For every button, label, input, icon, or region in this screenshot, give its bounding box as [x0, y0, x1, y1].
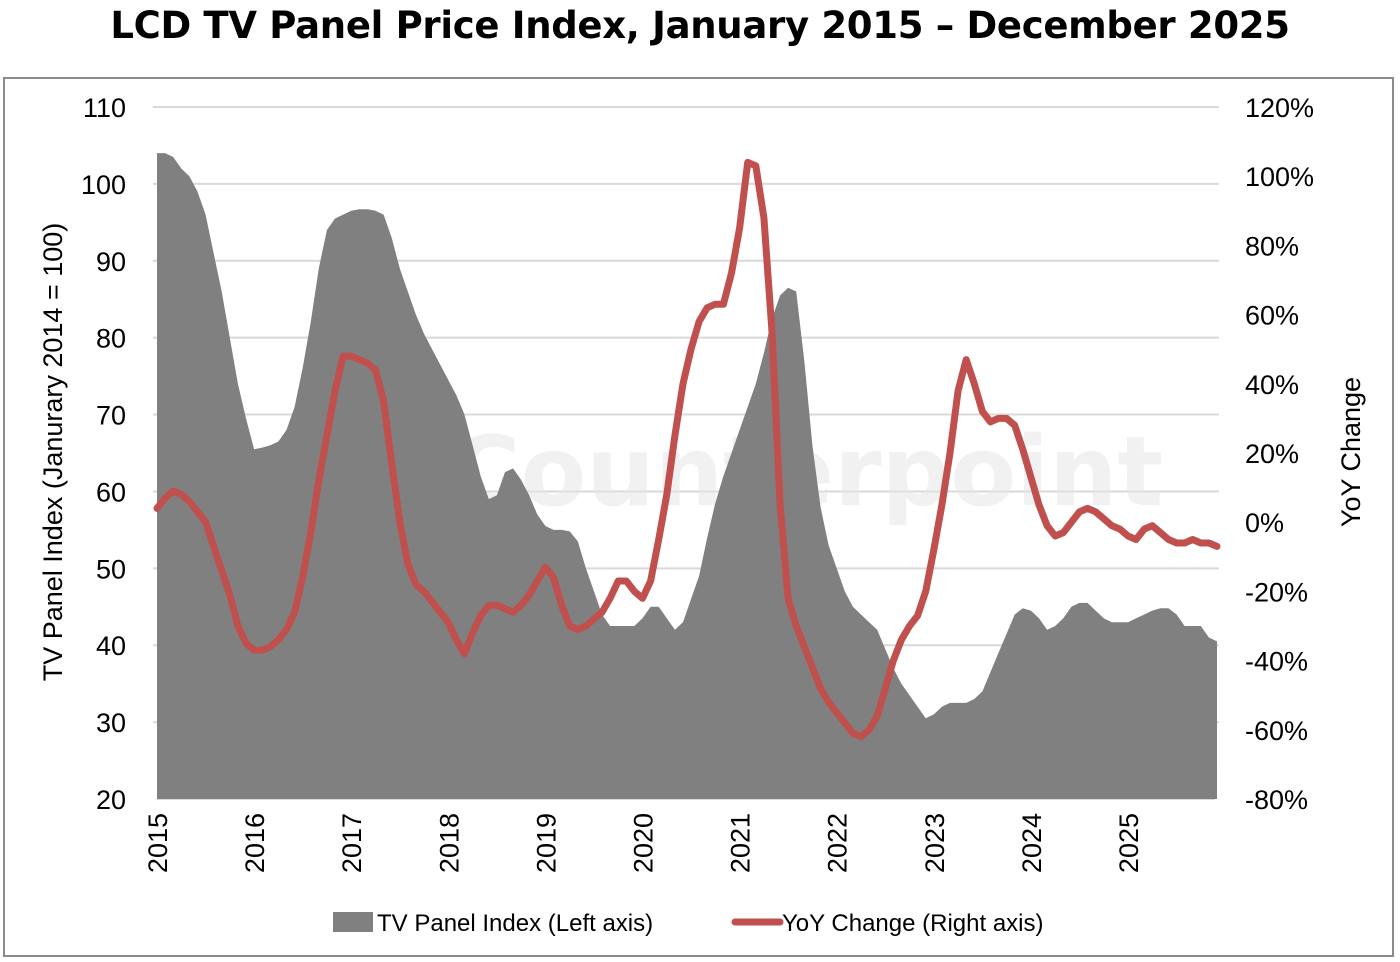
left-tick-label: 110 — [83, 93, 126, 123]
right-tick-label: 100% — [1245, 162, 1314, 192]
legend-label-yoy: YoY Change (Right axis) — [782, 910, 1044, 937]
right-tick-label: -20% — [1245, 577, 1308, 607]
x-tick-label: 2015 — [143, 813, 173, 873]
x-tick-label: 2023 — [920, 813, 950, 873]
right-tick-label: 60% — [1245, 301, 1299, 331]
right-tick-label: 40% — [1245, 370, 1299, 400]
x-tick-label: 2020 — [629, 813, 659, 873]
chart-title: LCD TV Panel Price Index, January 2015 –… — [110, 4, 1290, 47]
left-tick-label: 30 — [96, 708, 126, 738]
x-tick-label: 2017 — [337, 813, 367, 873]
x-tick-label: 2025 — [1114, 813, 1144, 873]
left-tick-label: 80 — [96, 324, 126, 354]
right-axis-ticks: -80% -60% -40% -20% 0% 20% 40% 60% 80% 100% 120% — [1245, 93, 1314, 815]
left-tick-label: 50 — [96, 554, 126, 584]
yoy-change-line — [153, 158, 1221, 741]
left-axis-title: TV Panel Index (Janurary 2014 = 100) — [38, 223, 68, 682]
chart-frame — [3, 77, 1394, 957]
left-tick-label: 60 — [96, 477, 126, 507]
x-tick-label: 2021 — [726, 813, 756, 873]
right-axis-title: YoY Change — [1336, 377, 1366, 527]
right-tick-label: 120% — [1245, 93, 1314, 123]
x-tick-label: 2022 — [823, 813, 853, 873]
x-tick-label: 2019 — [531, 813, 561, 873]
left-tick-label: 70 — [96, 401, 126, 431]
right-tick-label: -80% — [1245, 785, 1308, 815]
right-tick-label: -60% — [1245, 716, 1308, 746]
x-axis-ticks: 2015 2016 2017 2018 2019 2020 2021 2022 2023 2024… — [143, 813, 1144, 873]
legend: TV Panel Index (Left axis) YoY Change (R… — [333, 910, 1044, 937]
panel-index-area-layer — [157, 153, 1218, 800]
x-tick-label: 2018 — [434, 813, 464, 873]
panel-index-area — [157, 153, 1218, 800]
legend-swatch-area — [333, 912, 373, 932]
x-tick-label: 2024 — [1017, 813, 1047, 873]
left-tick-label: 40 — [96, 631, 126, 661]
right-tick-label: 80% — [1245, 231, 1299, 261]
left-tick-label: 100 — [81, 170, 126, 200]
left-tick-label: 20 — [96, 785, 126, 815]
x-tick-label: 2016 — [240, 813, 270, 873]
right-tick-label: -40% — [1245, 647, 1308, 677]
yoy-line-layer — [153, 158, 1221, 741]
right-tick-label: 20% — [1245, 439, 1299, 469]
left-tick-label: 90 — [96, 247, 126, 277]
right-tick-label: 0% — [1245, 508, 1284, 538]
left-axis-ticks: 20 30 40 50 60 70 80 90 100 110 — [81, 93, 126, 815]
legend-label-panel-index: TV Panel Index (Left axis) — [377, 910, 653, 937]
